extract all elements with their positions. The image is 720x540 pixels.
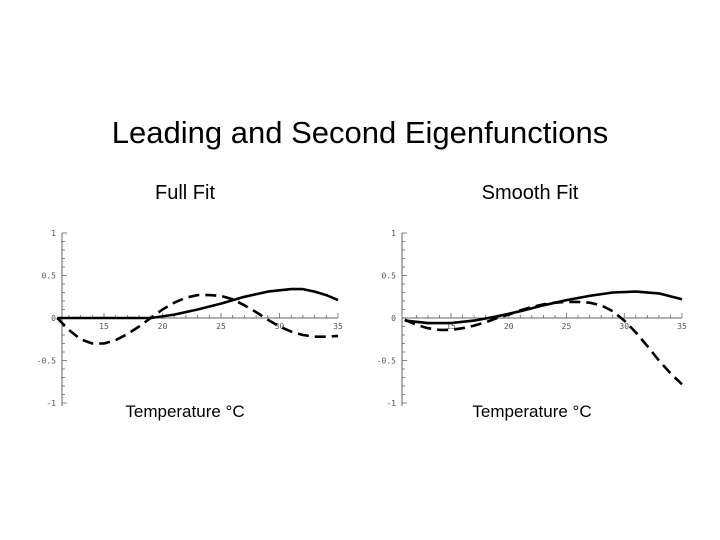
x-axis-label-smooth-fit: Temperature °C — [472, 402, 592, 421]
leading-eigenfunction-line — [57, 287, 339, 320]
chart-title-smooth-fit: Smooth Fit — [481, 182, 579, 204]
y-tick-label: 0 — [391, 314, 396, 323]
x-tick-label: 30 — [275, 322, 285, 331]
x-tick-label: 15 — [99, 322, 109, 331]
x-tick-label: 30 — [619, 322, 629, 331]
y-tick-label: -0.5 — [377, 357, 396, 366]
y-tick-label: 0.5 — [382, 272, 397, 281]
x-tick-label: 35 — [677, 322, 687, 331]
x-tick-label: 15 — [446, 322, 456, 331]
x-tick-label: 35 — [333, 322, 343, 331]
y-tick-label: 0 — [51, 314, 56, 323]
y-tick-label: -1 — [386, 399, 396, 408]
y-tick-label: -0.5 — [37, 357, 56, 366]
second-eigenfunction-line — [404, 300, 683, 386]
x-tick-label: 20 — [158, 322, 168, 331]
y-tick-label: 0.5 — [42, 272, 57, 281]
slide-title: Leading and Second Eigenfunctions — [111, 115, 609, 150]
y-tick-label: -1 — [46, 399, 56, 408]
second-eigenfunction-line — [56, 293, 339, 345]
x-axis-label-full-fit: Temperature °C — [125, 402, 245, 421]
y-tick-label: 1 — [51, 229, 56, 238]
x-tick-label: 25 — [562, 322, 572, 331]
chart-title-full-fit: Full Fit — [155, 182, 215, 204]
y-tick-label: 1 — [391, 229, 396, 238]
x-tick-label: 25 — [216, 322, 226, 331]
x-tick-label: 20 — [504, 322, 514, 331]
